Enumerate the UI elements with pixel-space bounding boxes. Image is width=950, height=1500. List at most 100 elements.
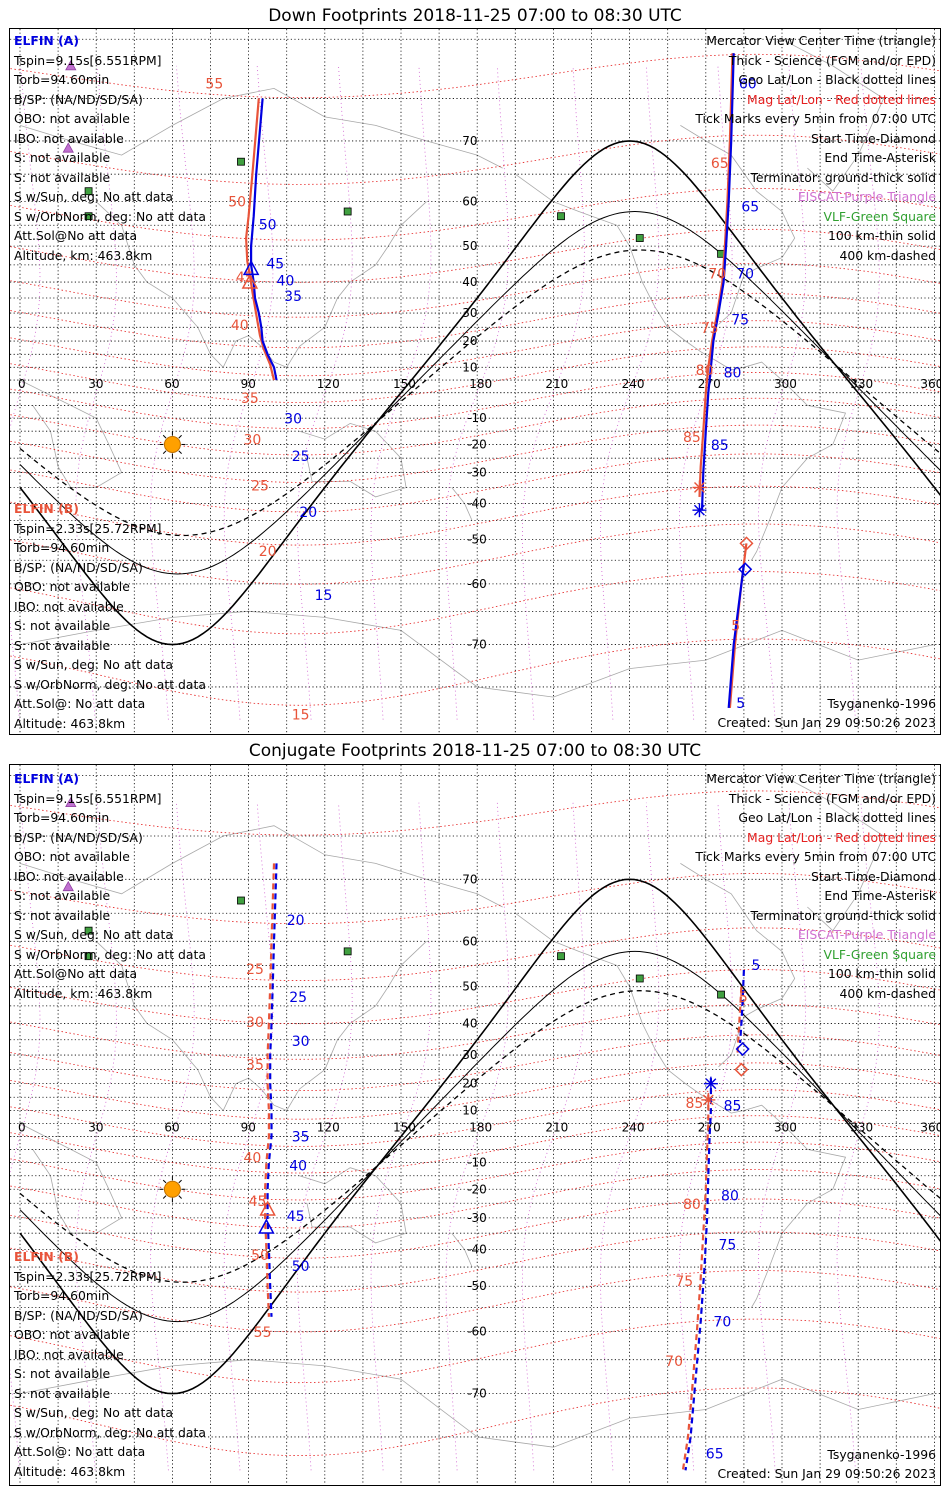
lat-tick-label: 10 [462, 1103, 477, 1117]
mag-parallel [10, 638, 940, 706]
sat-b-track [244, 98, 276, 381]
sat-b-line: S: not available [14, 618, 111, 633]
lon-tick-label: 360 [920, 1120, 941, 1134]
lat-tick-label: -20 [467, 1182, 487, 1196]
sun-disc [163, 435, 181, 453]
mag-parallel [10, 523, 940, 585]
sat-a-track [250, 98, 278, 381]
sat-b-center-triangle [259, 1200, 276, 1216]
lat-tick-label: 10 [462, 360, 477, 374]
legend-entry: Thick - Science (FGM and/or EPD) [728, 52, 936, 68]
lon-tick-label: 360 [920, 377, 941, 391]
sat-a-tick-label: 35 [284, 289, 302, 305]
legend-entry: EISCAT-Purple Triangle [797, 927, 936, 942]
axis-labels: 0 30 60 90 120 150 180 210 240 270 300 330 360706050… [18, 872, 941, 1400]
coastline-path [515, 173, 847, 561]
legend-entry: Terminator: ground-thick solid [750, 169, 936, 185]
lat-tick-label: -70 [467, 638, 487, 652]
sun-ray [178, 1195, 182, 1199]
sat-b-track [698, 53, 734, 497]
sat-b-tick-label: 40 [231, 318, 249, 334]
lat-tick-label: 40 [462, 275, 477, 289]
mag-meridian [150, 802, 195, 1471]
mag-meridian [758, 65, 806, 720]
coastline-path [299, 422, 407, 498]
legend-entry: 400 km-dashed [839, 247, 936, 263]
mag-parallel [10, 397, 940, 456]
legend-entry: Tick Marks every 5min from 07:00 UTC [695, 849, 936, 864]
sat-a-tick-label: 80 [724, 366, 742, 382]
map-canvas: 0 30 60 90 120 150 180 210 240 270 300 330 360706050… [10, 765, 941, 1485]
legend-entry: End Time-Asterisk [824, 150, 936, 165]
sat-b-line: S w/OrbNorm, deg: No att data [14, 1424, 206, 1440]
sat-a-tick-label: 75 [731, 313, 749, 329]
sat-a-name: ELFIN (A) [14, 33, 80, 48]
lon-tick-label: 300 [774, 377, 797, 391]
sun-ray [178, 434, 182, 439]
sat-b-line: OBO: not available [14, 579, 130, 594]
sat-b-track [681, 1094, 710, 1471]
map-canvas: 0 30 60 90 120 150 180 210 240 270 300 330 360706050… [10, 29, 941, 734]
sat-a-line: B/SP: (NA/ND/SD/SA) [14, 91, 143, 107]
vlf-station-icon [635, 234, 644, 242]
sat-b-line: IBO: not available [14, 1346, 124, 1362]
mag-meridian [10, 802, 41, 1471]
lat-tick-label: 60 [462, 195, 477, 209]
lon-tick-label: 0 [18, 1120, 26, 1134]
sat-b-line: OBO: not available [14, 1327, 130, 1342]
legend-entry: VLF-Green Square [823, 946, 936, 962]
mag-meridian [296, 65, 353, 720]
sun-disc [163, 1180, 181, 1198]
sat-b-tick-label: 85 [683, 430, 701, 446]
sat-b-tick-label: 85 [685, 1096, 703, 1112]
asterisk-stroke [702, 1094, 714, 1106]
coastline-path [19, 825, 503, 908]
sat-a-tick-label: 65 [706, 1446, 724, 1462]
lat-tick-label: -40 [467, 1243, 487, 1257]
sat-a-tick-label: 70 [713, 1315, 731, 1331]
sat-a-tick-label: 70 [736, 267, 754, 283]
lon-tick-label: 270 [698, 1120, 721, 1134]
sat-b-tick-label: 70 [665, 1354, 683, 1370]
lat-tick-label: -10 [467, 411, 487, 425]
legend-entry: 100 km-thin solid [827, 966, 936, 981]
sat-b-start-diamond [739, 536, 754, 551]
sat-b-tick-label: 35 [246, 1058, 264, 1074]
sat-b-tick-label: 55 [254, 1325, 272, 1341]
lat-tick-label: -10 [467, 1155, 487, 1169]
down-footprints-map: 0 30 60 90 120 150 180 210 240 270 300 330 360 70 60 50… [9, 28, 941, 735]
sat-a-tick-label: 20 [299, 505, 317, 521]
legend: Mercator View Center Time (triangle) Thi… [695, 31, 936, 265]
sat-b-tick-label: 65 [711, 156, 729, 172]
sat-a-tick-label: 45 [287, 1209, 305, 1225]
axis-labels: 0 30 60 90 120 150 180 210 240 270 300 330 360706050… [18, 134, 941, 652]
terminator-ground [19, 878, 940, 1395]
sat-a-line: S: not available [14, 907, 111, 923]
vlf-station-icon [343, 207, 352, 216]
sat-a-tick-label: 60 [739, 76, 757, 92]
lat-tick-label: 20 [462, 1077, 477, 1091]
mag-meridian [445, 802, 509, 1471]
sat-b-tick-label: 50 [251, 1248, 269, 1264]
sat-a-line: OBO: not available [14, 849, 130, 864]
sat-a-tick-label: 15 [315, 588, 333, 604]
lat-tick-label: 70 [462, 872, 477, 886]
mag-meridian [370, 65, 432, 720]
model-name: Tsyganenko-1996 [827, 1447, 936, 1462]
eiscat-station-icon [65, 60, 77, 71]
terminator-ground [19, 140, 940, 646]
legend-entry: Thick - Science (FGM and/or EPD) [728, 790, 936, 806]
terminator-400km [19, 249, 940, 537]
mag-parallel [10, 1089, 940, 1147]
mag-parallel [10, 1231, 940, 1293]
sat-b-tick-labels: 25 30 35 40 45 50 55 85 80 75 70 5 [244, 962, 748, 1370]
sat-b-line: S w/OrbNorm, deg: No att data [14, 676, 206, 692]
sat-a-line: Torb=94.60min [14, 72, 110, 87]
sat-b-tick-label: 15 [292, 708, 310, 724]
mag-meridian [223, 802, 274, 1471]
sat-b-line: Altitude: 463.8km [14, 1463, 126, 1479]
sun-ray [162, 434, 167, 439]
coastline-path [95, 201, 427, 368]
sat-b-center-triangle [241, 273, 259, 289]
sat-a-track [684, 1078, 712, 1471]
